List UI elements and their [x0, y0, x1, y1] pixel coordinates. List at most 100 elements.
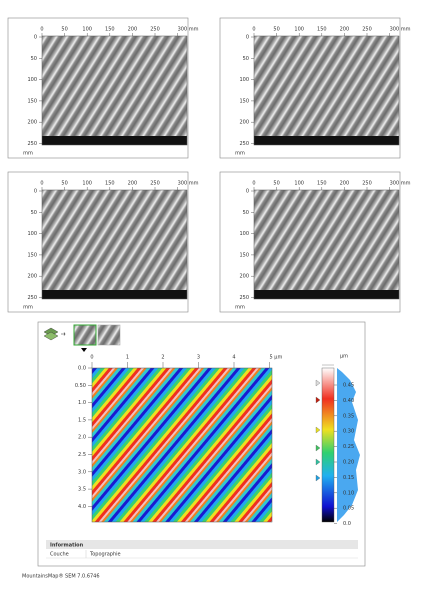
x-tick-label: 200	[340, 181, 350, 187]
y-tick-label: 100	[239, 231, 249, 237]
x-tick-label: 300 mm	[178, 181, 199, 187]
y-tick-label: 0.50	[75, 383, 86, 389]
x-tick-label: 100	[294, 27, 304, 33]
x-tick-label: 0	[40, 27, 43, 33]
y-tick-label: 50	[243, 210, 249, 216]
x-tick-label: 3	[197, 355, 200, 361]
image-border	[253, 189, 400, 300]
y-tick-label: 0	[34, 35, 37, 41]
x-tick-label: 2	[161, 355, 164, 361]
info-header-bg	[46, 540, 358, 549]
x-tick-label: 50	[61, 27, 67, 33]
x-tick-label: 200	[340, 27, 350, 33]
sem-image	[42, 36, 187, 136]
image-border	[41, 35, 188, 146]
x-tick-label: 0	[252, 181, 255, 187]
x-tick-label: 0	[252, 27, 255, 33]
y-tick-label: 0	[246, 35, 249, 41]
image-info-bar	[254, 136, 399, 145]
scale-tick-label: 0.35	[343, 413, 354, 419]
color-scale	[321, 367, 335, 523]
x-tick-label: 1	[126, 355, 129, 361]
y-tick-label: 0	[34, 189, 37, 195]
x-tick-label: 250	[362, 27, 372, 33]
y-tick-label: 0	[246, 189, 249, 195]
x-tick-label: 150	[317, 27, 327, 33]
scale-tick-label: 0.20	[343, 460, 354, 466]
x-tick-label: 250	[150, 181, 160, 187]
y-tick-label: 150	[27, 252, 37, 258]
y-tick-label: 1.5	[78, 417, 86, 423]
x-tick-label: 100	[82, 181, 92, 187]
y-tick-label: 3.5	[78, 487, 86, 493]
image-info-bar	[42, 290, 187, 299]
x-tick-label: 150	[317, 181, 327, 187]
image-info-bar	[254, 290, 399, 299]
x-tick-label: 100	[294, 181, 304, 187]
y-tick-label: 50	[243, 56, 249, 62]
topography-image	[92, 368, 272, 522]
sem-image	[42, 190, 187, 290]
image-info-bar	[42, 136, 187, 145]
scale-marker	[315, 458, 321, 466]
y-tick-label: 200	[27, 120, 37, 126]
y-tick-label: 0.0	[78, 366, 86, 372]
x-tick-label: 5 µm	[270, 355, 283, 361]
scale-marker	[315, 379, 321, 387]
scale-tick-label: 0.30	[343, 429, 354, 435]
sem-image	[254, 190, 399, 290]
y-tick-label: 250	[239, 141, 249, 147]
x-tick-label: 250	[150, 27, 160, 33]
y-tick-label: 4.0	[78, 504, 86, 510]
y-tick-label: 2.0	[78, 435, 86, 441]
y-tick-label: 250	[27, 295, 37, 301]
scale-unit: µm	[340, 354, 348, 360]
x-tick-label: 150	[105, 181, 115, 187]
height-histogram	[337, 368, 360, 522]
x-tick-label: 100	[82, 27, 92, 33]
x-tick-label: 300 mm	[390, 181, 411, 187]
topography-panel: µm Information Couche Topographie 0 1 2 3 4 5…	[37, 321, 366, 567]
x-tick-label: 50	[273, 27, 279, 33]
y-unit: mm	[23, 151, 33, 157]
scale-tick-label: 0.15	[343, 475, 354, 481]
scale-marker	[315, 474, 321, 482]
scale-tick-label: 0.0	[343, 521, 351, 527]
scale-marker	[315, 426, 321, 434]
scale-tick-label: 0.05	[343, 506, 354, 512]
footer: MountainsMap® SEM 7.0.6746	[22, 573, 100, 580]
y-tick-label: 150	[239, 252, 249, 258]
image-border	[41, 189, 188, 300]
y-unit: mm	[235, 151, 245, 157]
y-tick-label: 250	[27, 141, 37, 147]
x-tick-label: 250	[362, 181, 372, 187]
scale-marker	[315, 444, 321, 452]
y-unit: mm	[235, 305, 245, 311]
y-tick-label: 200	[27, 274, 37, 280]
x-tick-label: 50	[61, 181, 67, 187]
image-panel: 0 50 100 150 200 250 300 mm 0 50 100 150 200 250 mm	[219, 171, 411, 313]
scale-marker	[315, 396, 321, 404]
y-tick-label: 250	[239, 295, 249, 301]
scale-tick-label: 0.25	[343, 444, 354, 450]
y-tick-label: 50	[31, 56, 37, 62]
scale-tick-label: 0.45	[343, 383, 354, 389]
x-tick-label: 200	[128, 27, 138, 33]
y-unit: mm	[23, 305, 33, 311]
x-tick-label: 0	[90, 355, 93, 361]
y-tick-label: 150	[239, 98, 249, 104]
y-tick-label: 100	[27, 231, 37, 237]
x-tick-label: 300 mm	[390, 27, 411, 33]
y-tick-label: 3.0	[78, 469, 86, 475]
scale-tick-label: 0.40	[343, 398, 354, 404]
y-tick-label: 200	[239, 120, 249, 126]
x-tick-label: 0	[40, 181, 43, 187]
image-border	[253, 35, 400, 146]
x-tick-label: 200	[128, 181, 138, 187]
y-tick-label: 150	[27, 98, 37, 104]
info-value: Topographie	[89, 552, 121, 558]
y-tick-label: 100	[239, 77, 249, 83]
x-tick-label: 150	[105, 27, 115, 33]
image-panel: 0 50 100 150 200 250 300 mm 0 50 100 150 200 250 mm	[7, 171, 199, 313]
